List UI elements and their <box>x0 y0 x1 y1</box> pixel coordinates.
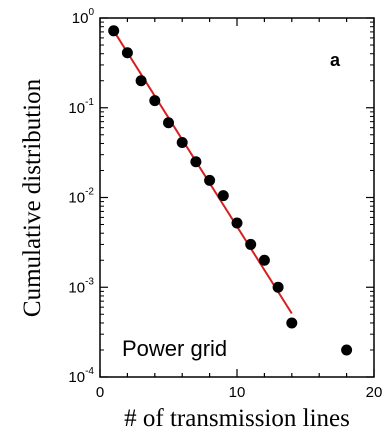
data-point <box>163 117 174 129</box>
fit-line <box>112 30 293 315</box>
y-tick-exponent: -1 <box>85 97 94 108</box>
y-tick-label: 10-3 <box>68 276 94 296</box>
data-point <box>286 317 298 329</box>
data-point <box>149 95 161 107</box>
panel-label: a <box>330 50 341 70</box>
y-tick-exponent: -2 <box>85 187 94 198</box>
data-point <box>108 25 120 37</box>
x-tick-label: 10 <box>229 384 246 401</box>
y-tick-label: 100 <box>72 7 95 27</box>
y-tick-exponent: -3 <box>85 276 94 287</box>
y-tick-base: 10 <box>68 279 85 296</box>
data-point <box>217 190 229 202</box>
y-tick-exponent: 0 <box>88 7 94 18</box>
y-axis-title: Cumulative distribution <box>19 78 46 317</box>
y-tick-base: 10 <box>68 369 85 386</box>
x-tick-label: 0 <box>96 384 104 401</box>
data-point <box>121 47 133 59</box>
data-point <box>135 75 147 87</box>
y-tick-base: 10 <box>68 190 85 207</box>
data-point <box>176 137 188 149</box>
x-tick-label: 20 <box>366 384 383 401</box>
data-point <box>190 156 202 168</box>
y-tick-exponent: -4 <box>85 366 94 377</box>
data-point <box>231 217 243 229</box>
plot-frame <box>99 17 375 378</box>
annotation-power-grid: Power grid <box>122 336 227 361</box>
y-tick-label: 10-2 <box>68 187 94 207</box>
data-point <box>272 281 284 293</box>
series-layer <box>108 25 353 356</box>
x-axis-title: # of transmission lines <box>124 405 350 432</box>
y-tick-base: 10 <box>72 10 89 27</box>
y-tick-label: 10-4 <box>68 366 94 386</box>
y-tick-base: 10 <box>68 100 85 117</box>
data-point <box>258 254 270 266</box>
y-tick-label: 10-1 <box>68 97 94 117</box>
data-point <box>204 174 216 186</box>
data-point <box>245 238 257 250</box>
data-point <box>341 344 353 356</box>
x-axis-ticks: 0 10 20 <box>96 18 383 401</box>
